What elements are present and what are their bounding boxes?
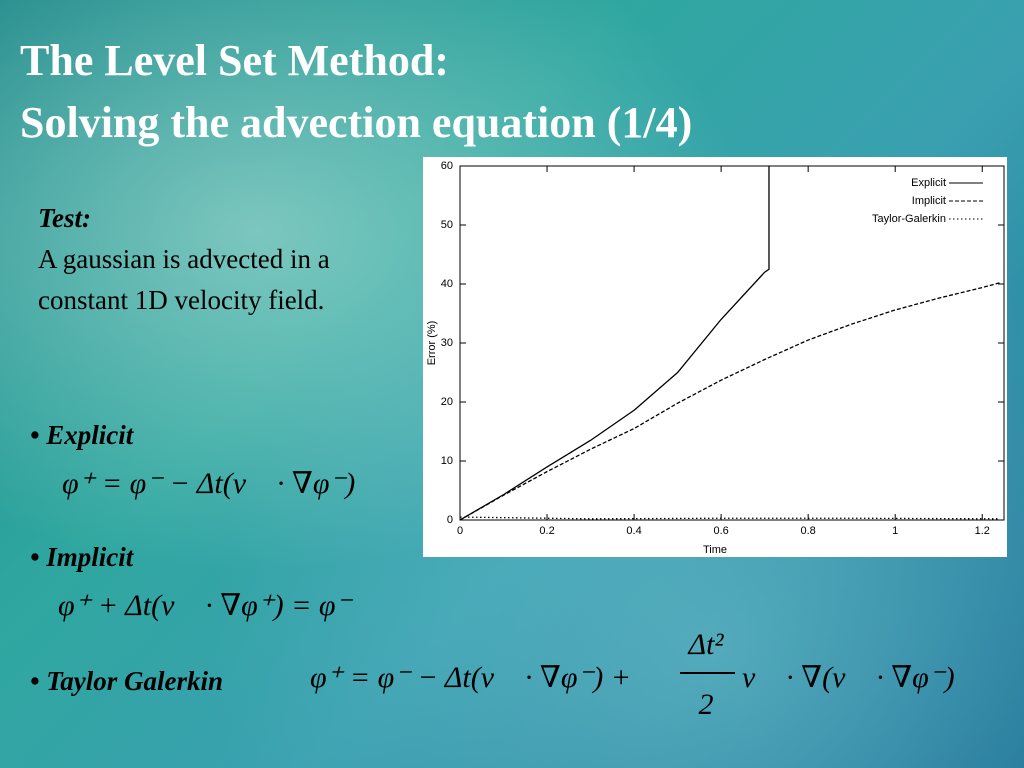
fraction-numerator: Δt² xyxy=(688,628,724,661)
test-text: A gaussian is advected in a constant 1D … xyxy=(38,244,330,315)
x-axis-label: Time xyxy=(703,544,727,556)
x-tick-label: 1 xyxy=(892,525,898,537)
y-tick-label: 40 xyxy=(441,278,453,290)
x-tick-label: 0.2 xyxy=(539,525,554,537)
y-tick-label: 20 xyxy=(441,396,453,408)
test-label: Test: xyxy=(38,203,91,233)
slide-title: The Level Set Method: Solving the advect… xyxy=(20,30,692,154)
y-tick-label: 50 xyxy=(441,219,453,231)
bullet: • Explicit xyxy=(30,420,134,450)
y-tick-label: 30 xyxy=(441,337,453,349)
equation: φ⁺ = φ⁻ − Δt(v⃗ · ∇φ⁻) + xyxy=(310,661,632,694)
series-line xyxy=(459,166,770,521)
x-tick-label: 0.6 xyxy=(713,525,728,537)
bullet-label: Explicit xyxy=(46,420,134,450)
bullet-label: Implicit xyxy=(46,542,134,572)
y-axis-label: Error (%) xyxy=(426,321,438,366)
y-tick-label: 0 xyxy=(447,514,453,526)
x-tick-label: 0 xyxy=(457,525,463,537)
series-line xyxy=(459,282,1000,521)
bullet-label: Taylor Galerkin xyxy=(46,666,223,696)
legend-label: Taylor-Galerkin xyxy=(872,213,946,225)
fraction-denominator: 2 xyxy=(698,688,714,721)
title-line: The Level Set Method: xyxy=(20,36,449,85)
x-tick-label: 1.2 xyxy=(975,525,990,537)
bullet: • Implicit xyxy=(30,542,134,572)
fraction-bar xyxy=(680,672,735,674)
title-line: Solving the advection equation (1/4) xyxy=(20,98,693,147)
x-tick-label: 0.4 xyxy=(626,525,641,537)
series-line xyxy=(459,516,1000,520)
test-description: Test: A gaussian is advected in a consta… xyxy=(38,198,398,321)
equation: φ⁺ + Δt(v⃗ · ∇φ⁺) = φ⁻ xyxy=(58,589,352,622)
equation: v⃗ · ∇(v⃗ · ∇φ⁻) xyxy=(742,661,955,694)
legend-label: Explicit xyxy=(911,177,946,189)
chart: Time Error (%) 0 10 20 30 40 50 60 0 0.2 0.4 0.6 0.… xyxy=(423,157,1007,557)
x-tick-label: 0.8 xyxy=(801,525,816,537)
y-tick-label: 60 xyxy=(441,160,453,172)
legend-label: Implicit xyxy=(912,195,946,207)
bullet: • Taylor Galerkin xyxy=(30,666,223,696)
y-tick-label: 10 xyxy=(441,455,453,467)
equation: φ⁺ = φ⁻ − Δt(v⃗ · ∇φ⁻) xyxy=(62,467,356,500)
